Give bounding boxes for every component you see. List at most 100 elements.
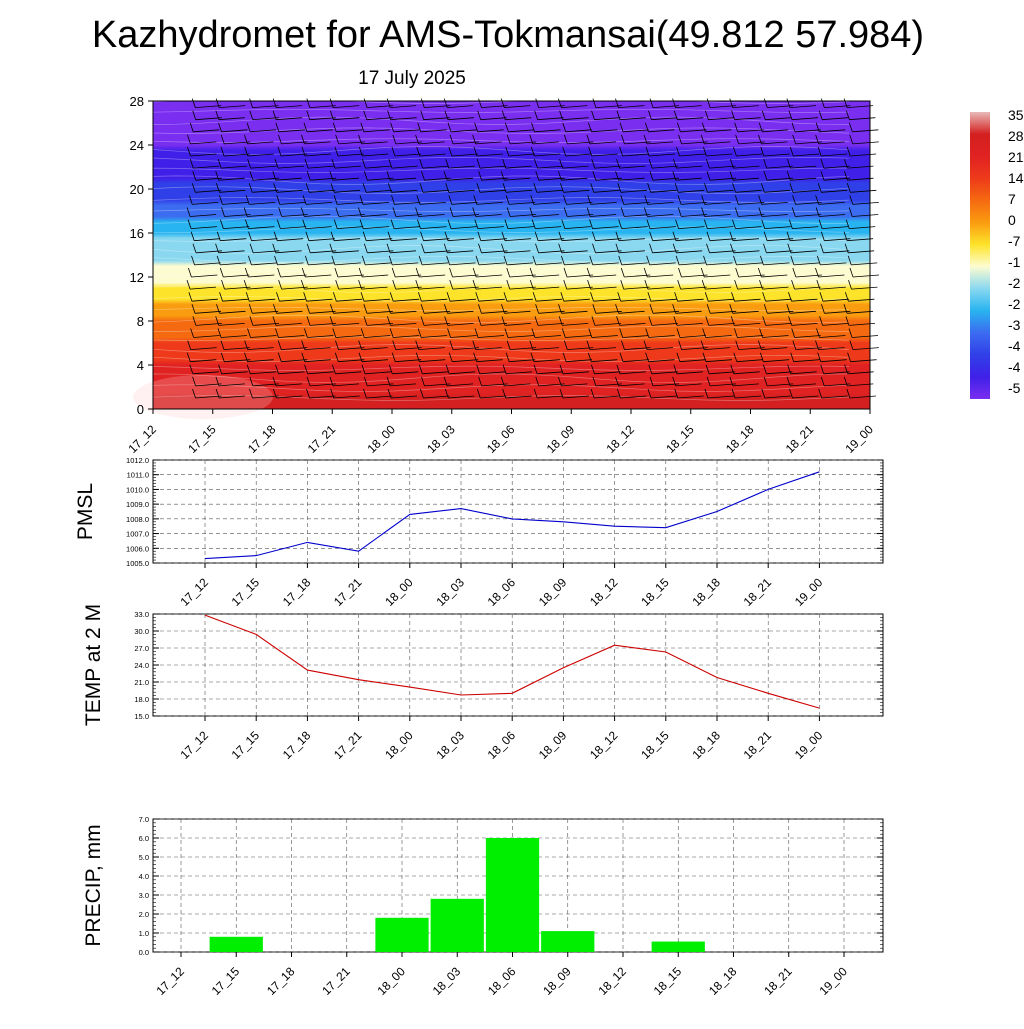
x-tick-label: 17_21 [305,422,339,456]
colorbar-label: -1 [1008,254,1021,270]
precip-bar [486,838,539,952]
colorbar-label: -4 [1008,359,1021,375]
y-axis-label: PMSL [74,483,97,540]
x-tick-label: 17_15 [229,575,263,609]
x-tick-label: 18_09 [536,575,570,609]
x-tick-label: 17_18 [280,575,314,609]
x-tick-label: 19_00 [842,422,876,456]
colorbar-label: -2 [1008,275,1021,291]
y-tick-label: 15.0 [134,712,149,721]
plot-frame [153,460,883,563]
pmsl-panel: 1005.01006.01007.01008.01009.01010.01011… [74,456,883,609]
x-tick-label: 18_18 [689,728,723,762]
x-tick-label: 18_00 [364,422,398,456]
y-tick-label: 24 [130,138,144,153]
x-tick-label: 18_21 [741,575,775,609]
y-tick-label: 24.0 [134,661,149,670]
y-axis-label: TEMP at 2 M [82,604,105,726]
y-tick-label: 21.0 [134,678,149,687]
x-tick-label: 18_15 [651,964,685,998]
y-tick-label: 30.0 [134,627,149,636]
x-tick-label: 18_06 [485,728,519,762]
x-tick-label: 17_15 [185,422,219,456]
x-tick-label: 18_21 [783,422,817,456]
y-tick-label: 0 [137,402,144,417]
y-tick-label: 2.0 [139,910,149,919]
x-tick-label: 18_12 [595,964,629,998]
colorbar-label: -5 [1008,380,1021,396]
x-tick-label: 18_09 [540,964,574,998]
x-tick-label: 18_18 [689,575,723,609]
colorbar-ramp [970,112,990,399]
colorbar-label: -7 [1008,233,1021,249]
x-tick-label: 17_15 [229,728,263,762]
temp-2m-panel: 15.0 18.0 21.0 24.0 27.0 30.0 33.0 17_12 17_15 17… [82,604,883,762]
x-tick-label: 18_15 [638,575,672,609]
x-tick-label: 19_00 [816,964,850,998]
x-tick-label: 18_00 [382,575,416,609]
x-tick-label: 18_00 [374,964,408,998]
y-tick-label: 12 [130,270,144,285]
y-tick-label: 8 [137,314,144,329]
x-tick-label: 18_06 [485,575,519,609]
x-tick-label: 18_21 [741,728,775,762]
colorbar-label: 21 [1008,149,1024,165]
precip-bar [210,937,263,952]
colorbar-label: -4 [1008,338,1021,354]
x-tick-label: 18_03 [430,964,464,998]
x-tick-label: 18_06 [485,964,519,998]
x-tick-label: 17_12 [177,728,211,762]
x-tick-label: 18_12 [587,575,621,609]
y-tick-label: 1009.0 [126,500,149,509]
precip-bar [652,942,705,952]
x-tick-label: 18_09 [544,422,578,456]
x-tick-label: 18_03 [433,575,467,609]
x-tick-label: 17_21 [331,575,365,609]
x-tick-label: 17_12 [177,575,211,609]
y-tick-label: 1007.0 [126,530,149,539]
x-tick-label: 19_00 [792,575,826,609]
y-tick-label: 1005.0 [126,559,149,568]
x-tick-label: 18_03 [433,728,467,762]
y-tick-label: 0.0 [139,948,149,957]
y-tick-label: 1.0 [139,929,149,938]
x-tick-label: 18_09 [536,728,570,762]
x-tick-label: 18_00 [382,728,416,762]
x-tick-label: 17_18 [264,964,298,998]
x-tick-label: 18_15 [638,728,672,762]
y-tick-label: 4 [137,358,144,373]
precip-bar [541,931,594,952]
y-tick-label: 1008.0 [126,515,149,524]
precip-bar [375,918,428,952]
y-tick-label: 18.0 [134,695,149,704]
y-tick-label: 27.0 [134,644,149,653]
x-tick-label: 17_21 [319,964,353,998]
x-tick-label: 18_18 [706,964,740,998]
x-tick-label: 17_12 [153,964,187,998]
y-tick-label: 20 [130,182,144,197]
y-tick-label: 1011.0 [127,471,149,480]
colorbar-label: 7 [1008,191,1016,207]
x-tick-label: 18_12 [603,422,637,456]
y-tick-label: 6.0 [139,834,149,843]
y-tick-label: 1012.0 [126,456,149,465]
colorbar-label: -2 [1008,296,1021,312]
y-axis-label: PRECIP, mm [82,824,105,946]
y-tick-label: 4.0 [139,872,149,881]
x-tick-label: 17_18 [280,728,314,762]
x-tick-label: 17_12 [125,422,159,456]
temperature-field [153,101,870,409]
colorbar-label: 14 [1008,170,1024,186]
y-tick-label: 33.0 [134,610,149,619]
x-tick-label: 17_18 [245,422,279,456]
y-tick-label: 1010.0 [126,485,149,494]
chart-subtitle: 17 July 2025 [358,68,466,89]
y-tick-label: 28 [130,94,144,109]
x-tick-label: 17_15 [209,964,243,998]
x-tick-label: 18_06 [484,422,518,456]
